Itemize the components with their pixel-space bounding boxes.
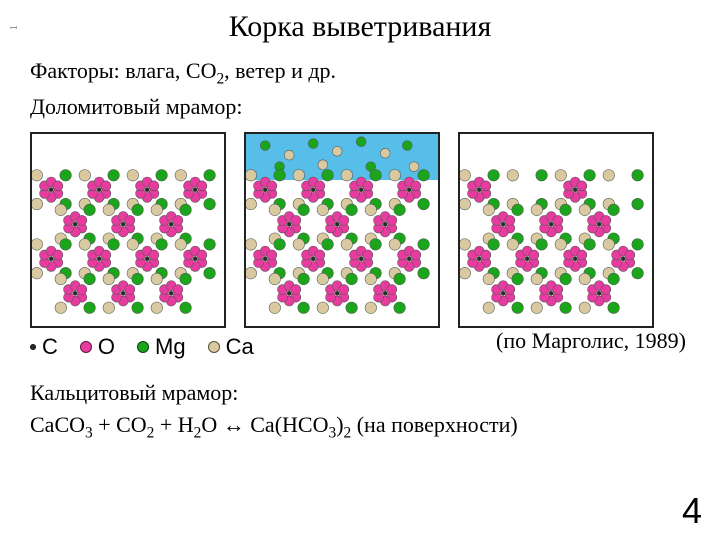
subject-line: Доломитовый мрамор: [30,94,690,120]
legend-label: O [98,334,115,360]
side-mark: 1 [9,25,20,30]
ca-dot-icon [208,341,220,353]
panel-1 [30,132,226,328]
diagram-panels [30,132,690,328]
factors-prefix: Факторы: [30,58,125,83]
legend-item-c: C [30,334,58,360]
legend-label: Ca [226,334,254,360]
legend-item-mg: Mg [137,334,186,360]
legend-item-ca: Ca [208,334,254,360]
slide-title: Корка выветривания [30,10,690,44]
legend-item-o: O [80,334,115,360]
o-dot-icon [80,341,92,353]
legend-label: Mg [155,334,186,360]
equation: CaCO3 + CO2 + H2O ↔ Ca(HCO3)2 (на поверх… [30,412,690,442]
citation: (по Марголис, 1989) [30,328,690,354]
panel-3 [458,132,654,328]
mg-dot-icon [137,341,149,353]
panel-2 [244,132,440,328]
c-dot-icon [30,344,36,350]
factors-text: влага, CO2, ветер и др. [125,58,336,83]
page-number: 4 [682,490,702,532]
factors-line: Факторы: влага, CO2, ветер и др. [30,58,690,88]
legend-label: C [42,334,58,360]
bottom-label: Кальцитовый мрамор: [30,380,690,406]
